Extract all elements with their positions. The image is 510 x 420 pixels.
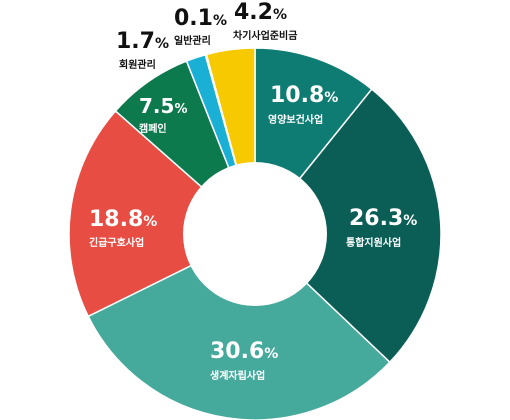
slice-emergency bbox=[68, 109, 257, 318]
slice-label-general: 0.1% 일반관리 bbox=[174, 6, 227, 47]
slice-value: 10.8 bbox=[270, 83, 324, 108]
svg-text:26.3%: 26.3% bbox=[349, 206, 417, 231]
svg-text:4.2%: 4.2% bbox=[234, 0, 287, 25]
svg-text:7.5%: 7.5% bbox=[139, 94, 187, 118]
slice-unit: % bbox=[155, 36, 169, 52]
slice-unit: % bbox=[143, 214, 157, 230]
slice-label-livelihood: 30.6% 생계자립사업 bbox=[210, 339, 278, 382]
svg-text:1.7%: 1.7% bbox=[116, 29, 169, 54]
slice-value: 7.5 bbox=[139, 94, 174, 118]
slice-label-membership: 1.7% 회원관리 bbox=[116, 29, 169, 71]
slice-name: 캠페인 bbox=[139, 122, 167, 135]
slice-name: 회원관리 bbox=[119, 58, 156, 71]
svg-text:18.8%: 18.8% bbox=[89, 207, 157, 232]
slice-value: 0.1 bbox=[174, 6, 213, 31]
slice-label-reserve: 4.2% 차기사업준비금 bbox=[233, 0, 297, 42]
donut-hole bbox=[183, 162, 327, 306]
svg-text:0.1%: 0.1% bbox=[174, 6, 227, 31]
slice-name: 영양보건사업 bbox=[268, 113, 323, 126]
slice-label-integrated: 26.3% 통합지원사업 bbox=[346, 206, 417, 249]
slice-name: 일반관리 bbox=[174, 34, 211, 47]
slice-livelihood bbox=[87, 233, 391, 420]
slice-integrated bbox=[253, 88, 442, 364]
slice-unit: % bbox=[174, 102, 187, 117]
slice-label-emergency: 18.8% 긴급구호사업 bbox=[89, 207, 157, 249]
slice-name: 차기사업준비금 bbox=[233, 29, 297, 42]
slice-value: 1.7 bbox=[116, 29, 155, 54]
svg-text:30.6%: 30.6% bbox=[210, 339, 278, 364]
slice-value: 18.8 bbox=[89, 207, 143, 232]
slice-name: 긴급구호사업 bbox=[89, 236, 144, 249]
slice-unit: % bbox=[403, 213, 417, 229]
slice-unit: % bbox=[324, 90, 338, 106]
slice-name: 통합지원사업 bbox=[346, 236, 401, 249]
slice-name: 생계자립사업 bbox=[210, 369, 265, 382]
slice-value: 4.2 bbox=[234, 0, 273, 25]
slice-label-nutrition: 10.8% 영양보건사업 bbox=[268, 83, 338, 126]
slice-unit: % bbox=[273, 7, 287, 23]
slice-value: 26.3 bbox=[349, 206, 403, 231]
slice-label-campaign: 7.5% 캠페인 bbox=[139, 94, 187, 135]
slice-unit: % bbox=[213, 13, 227, 29]
svg-text:10.8%: 10.8% bbox=[270, 83, 338, 108]
slice-value: 30.6 bbox=[210, 339, 264, 364]
slice-unit: % bbox=[264, 346, 278, 362]
